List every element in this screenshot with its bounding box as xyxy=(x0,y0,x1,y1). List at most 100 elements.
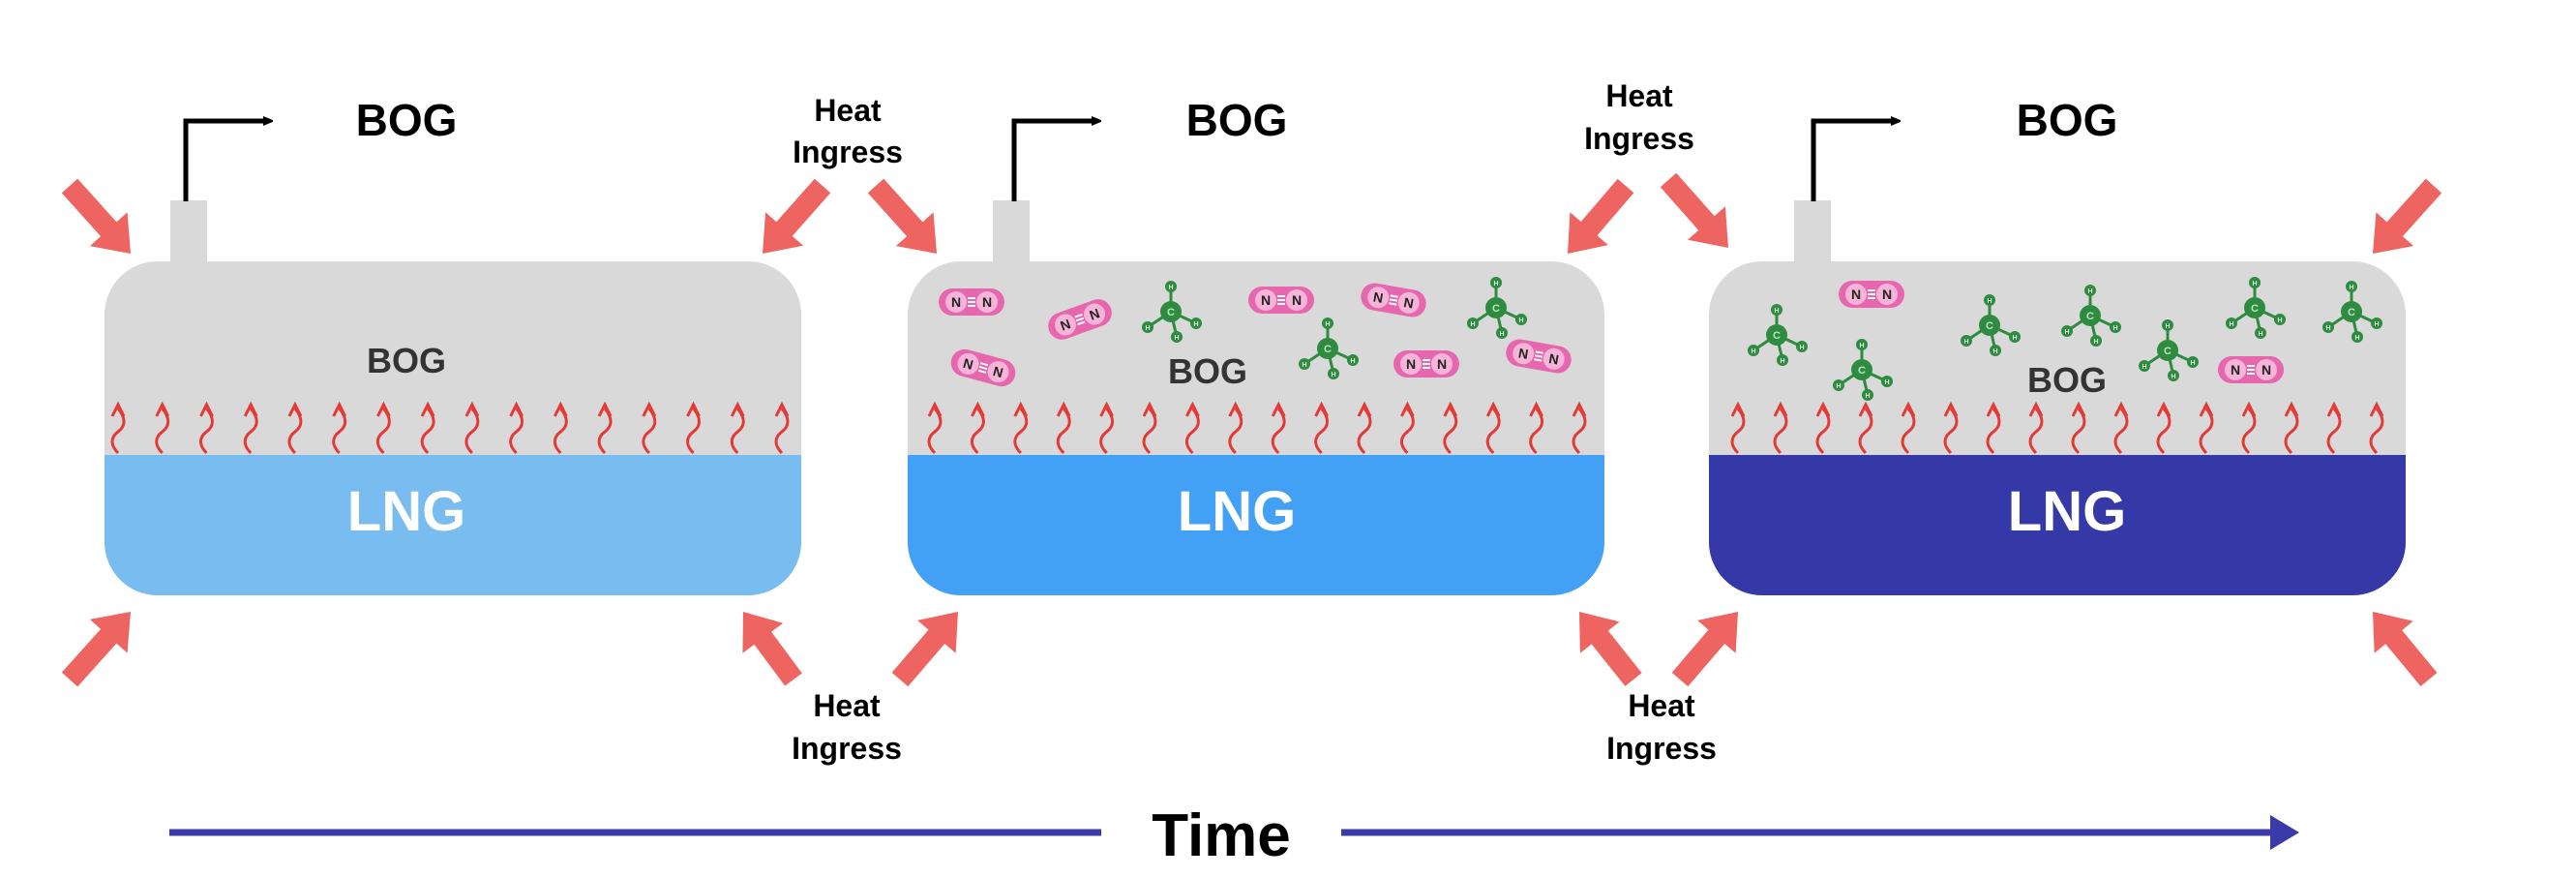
evaporation-wave-head xyxy=(110,401,126,417)
hydrogen-atom-label: H xyxy=(1193,321,1198,328)
nitrogen-atom-label: N xyxy=(1517,345,1530,362)
nitrogen-atom-label: N xyxy=(2231,362,2240,378)
evaporation-wave-head xyxy=(376,401,391,417)
carbon-atom-label: C xyxy=(2164,346,2172,357)
nitrogen-atom-label: N xyxy=(1292,292,1302,308)
hydrogen-atom-label: H xyxy=(1987,298,1992,305)
evaporation-wave-head xyxy=(199,401,214,417)
evaporation-wave-head xyxy=(1443,401,1458,417)
evaporation-wave-head xyxy=(1901,401,1916,417)
evaporation-wave-head xyxy=(1142,401,1157,417)
evaporation-wave-head xyxy=(686,401,701,417)
heat-ingress-label-4: Heat Ingress xyxy=(1606,688,1717,766)
hydrogen-atom-label: H xyxy=(1499,331,1504,338)
evaporation-wave-head xyxy=(1572,401,1587,417)
evaporation-wave-head xyxy=(2284,401,2299,417)
heat-ingress-label-1: Heat Ingress xyxy=(793,93,903,169)
methane-molecule-icon: C H H H H xyxy=(2061,285,2121,347)
nitrogen-atom-label: N xyxy=(1437,356,1447,372)
tank-1-bog-out-label: BOG xyxy=(356,95,458,145)
carbon-atom-label: C xyxy=(1773,330,1781,342)
evaporation-wave-head xyxy=(553,401,568,417)
hydrogen-atom-label: H xyxy=(2229,321,2233,328)
tank-1-lng-liquid xyxy=(105,455,801,595)
carbon-atom-label: C xyxy=(1986,320,1993,332)
evaporation-wave-head xyxy=(927,401,943,417)
tank-2-vent-pipe xyxy=(993,200,1030,268)
heat-ingress-arrows xyxy=(61,172,2442,687)
methane-molecule-icon: C H H H H xyxy=(1467,277,1527,339)
hydrogen-atom-label: H xyxy=(1145,325,1150,332)
evaporation-wave-head xyxy=(971,401,985,417)
carbon-atom-label: C xyxy=(1167,307,1175,318)
nitrogen-atom-label: N xyxy=(1402,294,1415,312)
hydrogen-atom-label: H xyxy=(1325,321,1330,328)
svg-text:Ingress: Ingress xyxy=(1584,121,1694,156)
nitrogen-atom-label: N xyxy=(1372,288,1385,306)
heat-ingress-arrow-icon xyxy=(742,612,802,686)
time-label: Time xyxy=(1152,802,1291,869)
methane-molecule-icon: C H H H H xyxy=(2226,277,2286,339)
hydrogen-atom-label: H xyxy=(2354,335,2359,342)
tank-2-evaporation-waves xyxy=(927,401,1587,455)
tank-3-bog-out-label: BOG xyxy=(2017,95,2118,145)
carbon-atom-label: C xyxy=(2251,303,2259,315)
tank-1: BOG BOG LNG xyxy=(105,95,801,595)
time-arrowhead xyxy=(2270,815,2299,850)
heat-ingress-arrow-icon xyxy=(2373,612,2438,687)
tank-3: BOG BOG LNG N NN NCHHHHCHHHHCHHHHCHHHHCHHH… xyxy=(1709,95,2406,595)
hydrogen-atom-label: H xyxy=(2112,325,2117,332)
hydrogen-atom-label: H xyxy=(2277,318,2282,324)
evaporation-wave-head xyxy=(1986,401,2001,417)
nitrogen-atom-label: N xyxy=(1261,292,1271,308)
hydrogen-atom-label: H xyxy=(2171,374,2175,380)
hydrogen-atom-label: H xyxy=(1963,339,1968,346)
methane-molecule-icon: C H H H H xyxy=(2139,319,2199,381)
svg-text:Heat: Heat xyxy=(1605,78,1673,113)
hydrogen-atom-label: H xyxy=(2374,321,2379,328)
hydrogen-atom-label: H xyxy=(1865,393,1870,400)
methane-molecule-icon: C H H H H xyxy=(2322,281,2382,343)
hydrogen-atom-label: H xyxy=(1168,285,1173,291)
hydrogen-atom-label: H xyxy=(1884,379,1889,386)
nitrogen-atom-label: N xyxy=(991,363,1004,380)
heat-ingress-arrow-icon xyxy=(891,612,958,687)
hydrogen-atom-label: H xyxy=(2142,364,2146,371)
evaporation-wave-head xyxy=(1185,401,1200,417)
hydrogen-atom-label: H xyxy=(1493,281,1498,287)
nitrogen-molecule-icon: NN xyxy=(1048,299,1112,340)
evaporation-wave-head xyxy=(1056,401,1071,417)
heat-ingress-arrow-icon xyxy=(867,178,938,255)
tank-3-vent-line xyxy=(1811,121,1897,201)
methane-molecule-icon: C H H H H xyxy=(1833,339,1893,401)
heat-ingress-label-3: Heat Ingress xyxy=(792,688,902,766)
evaporation-wave-head xyxy=(1357,401,1372,417)
carbon-atom-label: C xyxy=(1492,303,1500,315)
heat-ingress-label-2: Heat Ingress xyxy=(1584,78,1694,156)
hydrogen-atom-label: H xyxy=(2349,285,2353,291)
evaporation-wave-head xyxy=(1099,401,1114,417)
evaporation-wave-head xyxy=(464,401,480,417)
nitrogen-atom-label: N xyxy=(962,355,975,373)
evaporation-wave-head xyxy=(332,401,347,417)
methane-molecule-icon: C H H H H xyxy=(1748,304,1808,366)
tank-1-vent-pipe xyxy=(170,200,207,268)
heat-ingress-arrow-icon xyxy=(2372,178,2442,255)
hydrogen-atom-label: H xyxy=(1470,321,1475,328)
nitrogen-atom-label: N xyxy=(1406,356,1416,372)
evaporation-wave-head xyxy=(287,401,303,417)
tank-1-vent-line xyxy=(183,121,269,201)
svg-text:Heat: Heat xyxy=(813,688,881,723)
hydrogen-atom-label: H xyxy=(1174,335,1179,342)
evaporation-wave-head xyxy=(2156,401,2172,417)
tank-3-lng-label: LNG xyxy=(2008,480,2126,543)
carbon-atom-label: C xyxy=(1324,344,1332,355)
tank-2-bog-out-label: BOG xyxy=(1186,95,1288,145)
carbon-atom-label: C xyxy=(1858,365,1866,377)
evaporation-wave-head xyxy=(1858,401,1873,417)
